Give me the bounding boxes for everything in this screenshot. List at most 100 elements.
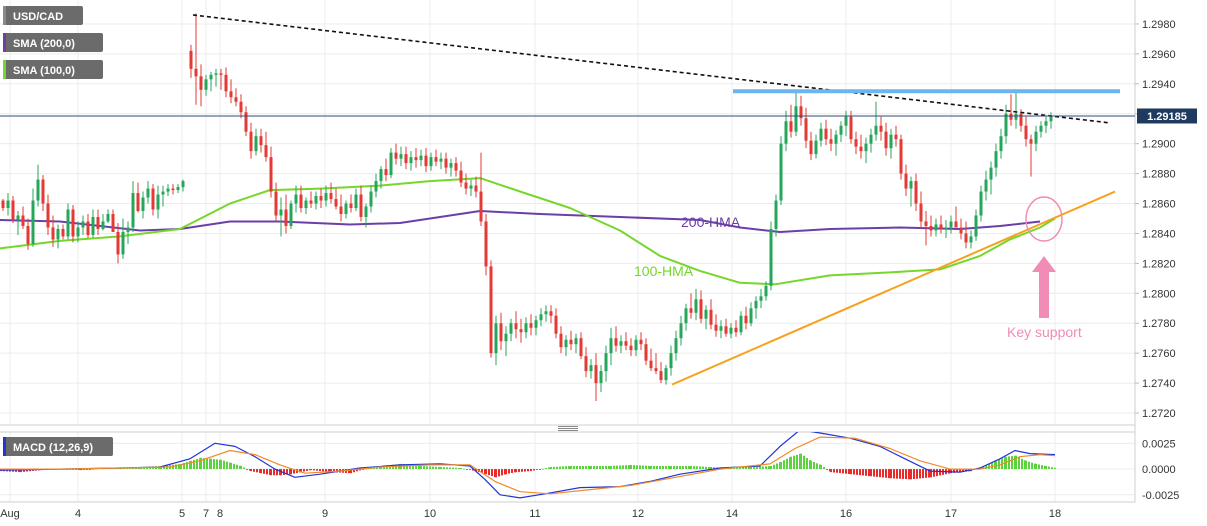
candle bbox=[984, 170, 988, 201]
legend-macd[interactable]: MACD (12,26,9) bbox=[3, 437, 113, 456]
candle bbox=[156, 185, 160, 219]
legend-usdcad[interactable]: USD/CAD bbox=[3, 6, 83, 25]
candle bbox=[869, 128, 873, 153]
macd-axis: 0.0025 0.0000 -0.0025 bbox=[1142, 438, 1179, 501]
candle-body bbox=[264, 145, 268, 158]
macd-hist-bar bbox=[862, 469, 864, 476]
candle bbox=[999, 128, 1003, 159]
macd-hist-bar bbox=[885, 469, 887, 478]
legend-sma100[interactable]: SMA (100,0) bbox=[3, 60, 103, 79]
candle bbox=[434, 149, 438, 167]
candle bbox=[724, 318, 728, 337]
macd-hist-bar bbox=[18, 469, 20, 473]
candle bbox=[889, 128, 893, 159]
trendlines bbox=[192, 14, 1120, 386]
candle bbox=[664, 365, 668, 385]
candle bbox=[66, 203, 70, 240]
candle-body bbox=[754, 300, 758, 309]
candle-body bbox=[499, 323, 503, 342]
candle bbox=[16, 211, 20, 235]
macd-hist-bar bbox=[676, 465, 678, 470]
candle-body bbox=[994, 151, 998, 168]
macd-hist-bar bbox=[806, 457, 808, 470]
macd-hist-bar bbox=[588, 465, 590, 470]
macd-hist-bar bbox=[180, 463, 182, 470]
macd-hist-bar bbox=[206, 458, 208, 470]
candle bbox=[509, 318, 513, 342]
macd-hist-bar bbox=[273, 469, 275, 476]
candle-body bbox=[364, 206, 368, 217]
candle-body bbox=[329, 193, 333, 200]
candle bbox=[904, 164, 908, 197]
hma200-label: 200-HMA bbox=[681, 214, 741, 230]
candle bbox=[944, 219, 948, 238]
candle bbox=[479, 152, 483, 226]
candle bbox=[429, 152, 433, 171]
macd-hist-bar bbox=[770, 465, 772, 470]
macd-hist-bar bbox=[186, 462, 188, 470]
candle-body bbox=[659, 371, 663, 381]
macd-hist-bar bbox=[435, 466, 437, 470]
macd-hist-bar bbox=[790, 456, 792, 470]
candle bbox=[879, 116, 883, 141]
candle bbox=[839, 121, 843, 143]
candle bbox=[974, 209, 978, 241]
macd-hist-bar bbox=[699, 466, 701, 470]
pane-resize-handle[interactable] bbox=[558, 426, 578, 431]
candle-body bbox=[204, 79, 208, 90]
macd-hist-bar bbox=[682, 465, 684, 470]
candle bbox=[809, 131, 813, 161]
macd-hist-bar bbox=[460, 468, 462, 470]
candle bbox=[224, 67, 228, 98]
candle bbox=[299, 185, 303, 213]
legend-sma200[interactable]: SMA (200,0) bbox=[3, 33, 103, 52]
candle bbox=[614, 326, 618, 352]
candle-body bbox=[71, 209, 75, 237]
candle bbox=[56, 224, 60, 249]
macd-hist-bar bbox=[524, 469, 526, 472]
candle-body bbox=[869, 134, 873, 144]
candle bbox=[524, 317, 528, 339]
candle bbox=[414, 148, 418, 168]
y-tick-label: 1.2900 bbox=[1142, 139, 1176, 151]
candle bbox=[624, 332, 628, 351]
macd-hist-bar bbox=[745, 467, 747, 470]
y-tick-label: 1.2980 bbox=[1142, 19, 1176, 31]
candle-body bbox=[66, 209, 70, 237]
candle bbox=[499, 312, 503, 351]
candle-body bbox=[106, 213, 110, 222]
x-tick-label: 4 bbox=[75, 508, 81, 520]
candle-body bbox=[224, 74, 228, 92]
macd-hist-bar bbox=[759, 466, 761, 470]
candle-body bbox=[989, 167, 993, 180]
macd-hist-bar bbox=[870, 469, 872, 477]
candle bbox=[269, 146, 273, 198]
macd-hist-bar bbox=[89, 469, 91, 470]
candle-body bbox=[959, 227, 963, 234]
candle bbox=[954, 206, 958, 228]
macd-hist-bar bbox=[463, 468, 465, 470]
macd-hist-bar bbox=[773, 464, 775, 470]
candle-body bbox=[889, 134, 893, 149]
x-tick-label: 17 bbox=[945, 508, 957, 520]
candle bbox=[779, 136, 783, 206]
macd-hist-bar bbox=[495, 469, 497, 478]
candle bbox=[1024, 116, 1028, 147]
candle-body bbox=[409, 157, 413, 164]
candle-body bbox=[274, 191, 278, 216]
candle-body bbox=[824, 128, 828, 140]
macd-hist-bar bbox=[739, 467, 741, 470]
macd-hist-bar bbox=[713, 467, 715, 470]
candle bbox=[639, 332, 643, 351]
macd-hist-bar bbox=[266, 469, 268, 475]
candle bbox=[394, 143, 398, 165]
macd-hist-bar bbox=[705, 466, 707, 470]
y-tick-label: 1.2940 bbox=[1142, 79, 1176, 91]
candle bbox=[544, 305, 548, 322]
macd-hist-bar bbox=[639, 465, 641, 470]
candle-body bbox=[344, 203, 348, 214]
candle bbox=[369, 185, 373, 213]
candle bbox=[644, 338, 648, 366]
macd-hist-bar bbox=[982, 466, 984, 470]
macd-hist-bar bbox=[628, 465, 630, 470]
